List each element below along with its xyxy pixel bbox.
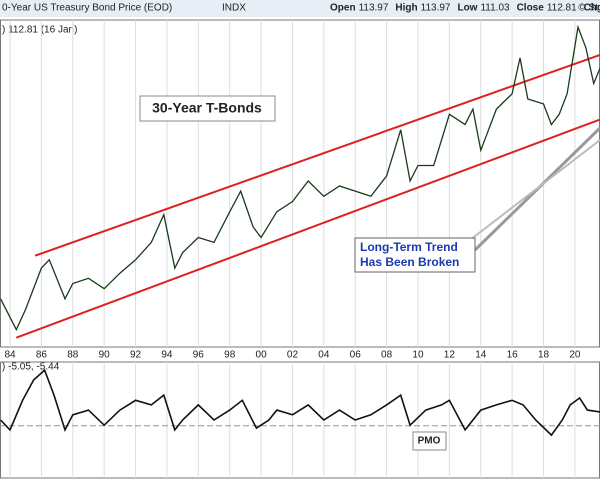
x-tick-label: 06 xyxy=(350,350,362,361)
exchange: INDX xyxy=(222,3,246,14)
x-tick-label: 96 xyxy=(193,350,205,361)
price-line xyxy=(0,368,600,437)
x-tick-label: 02 xyxy=(287,350,299,361)
pmo-legend: ) -5.05, -5.44 xyxy=(2,362,60,373)
trend-line xyxy=(15,118,600,339)
quote-label: Low xyxy=(457,3,477,14)
quote-label: High xyxy=(395,3,417,14)
annotation-box xyxy=(139,95,276,122)
quote-label: Open xyxy=(330,3,356,14)
x-tick-label: 04 xyxy=(318,350,330,361)
change: Chg - xyxy=(584,3,600,14)
quote-value: 111.03 xyxy=(480,3,510,14)
x-tick-label: 14 xyxy=(475,350,487,361)
trend-line xyxy=(34,53,600,257)
x-tick-label: 00 xyxy=(256,350,268,361)
copyright: © St xyxy=(578,3,598,14)
x-tick-label: 90 xyxy=(99,350,111,361)
quote-value: 113.97 xyxy=(421,3,451,14)
x-tick-label: 84 xyxy=(4,350,16,361)
annotation: 30-Year T-Bonds xyxy=(152,100,262,116)
legend: ) 112.81 (16 Jan) xyxy=(2,25,77,36)
x-tick-label: 08 xyxy=(381,350,393,361)
header-band xyxy=(0,0,600,17)
annotation: Has Been Broken xyxy=(360,255,459,269)
callout-arrow xyxy=(469,139,600,241)
x-tick-label: 98 xyxy=(224,350,236,361)
x-tick-label: 88 xyxy=(67,350,79,361)
x-tick-label: 10 xyxy=(412,350,424,361)
quote-value: 112.81 xyxy=(547,3,577,14)
x-tick-label: 92 xyxy=(130,350,142,361)
x-tick-label: 20 xyxy=(569,350,581,361)
annotation: PMO xyxy=(418,436,441,447)
annotation: Long-Term Trend xyxy=(360,240,458,254)
price-line xyxy=(0,24,600,332)
chart-title: 0-Year US Treasury Bond Price (EOD) xyxy=(2,3,172,14)
annotation-box xyxy=(354,237,476,273)
x-tick-label: 12 xyxy=(444,350,456,361)
x-tick-label: 18 xyxy=(538,350,550,361)
x-tick-label: 16 xyxy=(507,350,519,361)
quote-value: 113.97 xyxy=(359,3,389,14)
x-tick-label: 86 xyxy=(36,350,48,361)
quote-label: Close xyxy=(517,3,545,14)
annotation-box xyxy=(412,431,447,451)
x-tick-label: 94 xyxy=(161,350,173,361)
